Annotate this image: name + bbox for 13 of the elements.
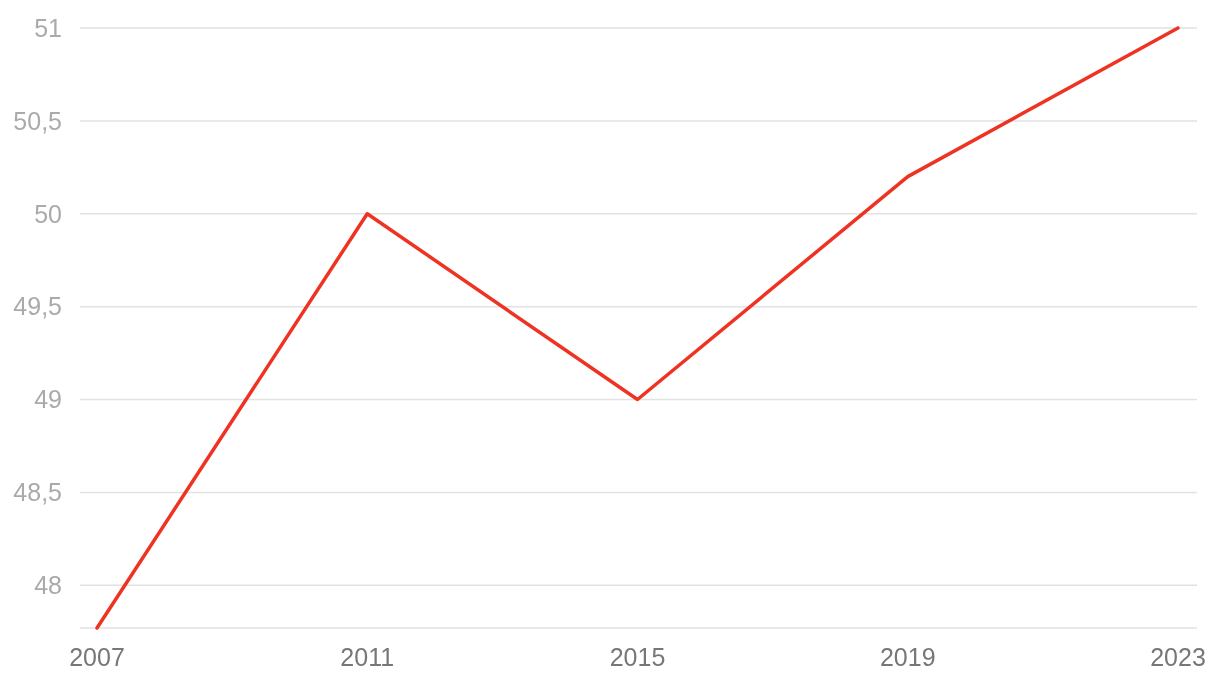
x-tick-label: 2007	[69, 643, 125, 671]
x-tick-label: 2019	[879, 643, 936, 671]
x-tick-label: 2011	[340, 643, 395, 671]
y-tick-label: 48,5	[13, 478, 62, 507]
y-tick-label: 51	[34, 13, 62, 42]
y-tick-label: 49,5	[13, 292, 62, 321]
y-tick-label: 50,5	[13, 106, 62, 135]
line-series	[95, 26, 1180, 630]
y-tick-label: 48	[34, 571, 62, 600]
x-tick-label: 2015	[609, 643, 666, 671]
x-tick-label: 2023	[1150, 643, 1206, 671]
y-tick-label: 50	[34, 199, 62, 228]
y-tick-label: 49	[34, 385, 62, 414]
